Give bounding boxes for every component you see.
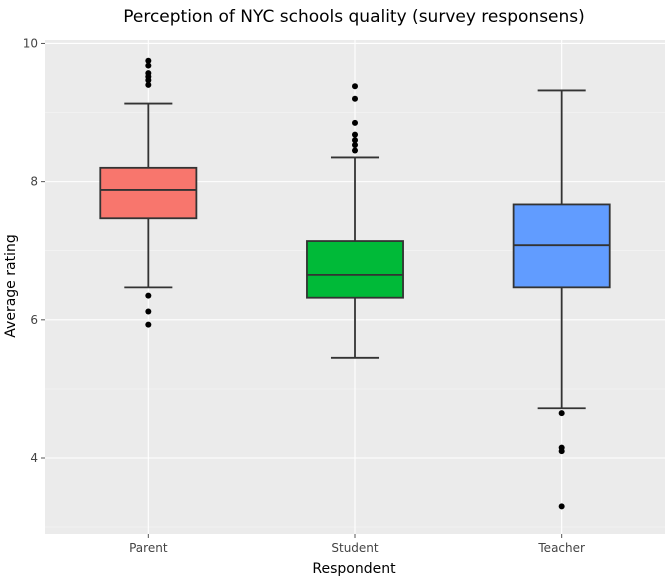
- box-group-parent: [99, 57, 198, 328]
- x-axis-title: Respondent: [312, 561, 396, 576]
- outlier-point-student: [352, 83, 358, 90]
- box-group-teacher: [512, 89, 611, 510]
- outlier-point-parent: [145, 81, 152, 88]
- outlier-point-student: [352, 137, 358, 144]
- iqr-box-parent: [99, 166, 198, 220]
- box-group-student: [306, 83, 404, 359]
- outlier-point-parent: [145, 62, 152, 69]
- chart-title: Perception of NYC schools quality (surve…: [123, 7, 585, 27]
- outlier-point-student: [352, 147, 358, 154]
- x-tick-label-parent: Parent: [129, 541, 168, 555]
- outlier-point-teacher: [558, 410, 565, 417]
- y-tick-label: 8: [30, 175, 38, 189]
- y-tick-label: 10: [23, 36, 38, 50]
- tick-layer: 4 6 8 10 Parent Student Teacher: [23, 36, 585, 555]
- outlier-point-student: [352, 95, 358, 102]
- outlier-point-parent: [145, 308, 152, 315]
- outlier-point-student: [352, 119, 358, 126]
- outlier-point-parent: [145, 77, 152, 84]
- box-layer: [99, 57, 611, 510]
- iqr-box-student: [306, 240, 404, 299]
- outlier-point-student: [352, 142, 358, 149]
- y-tick-label: 4: [30, 451, 38, 465]
- outlier-point-parent: [145, 57, 152, 64]
- y-tick-label: 6: [30, 313, 38, 327]
- y-axis-title: Average rating: [3, 234, 19, 337]
- outlier-point-parent: [145, 292, 152, 299]
- outlier-point-teacher: [558, 448, 565, 455]
- outlier-point-student: [352, 131, 358, 138]
- outlier-point-teacher: [558, 503, 565, 510]
- x-tick-label-student: Student: [331, 541, 379, 555]
- outlier-point-parent: [145, 321, 152, 328]
- x-tick-label-teacher: Teacher: [537, 541, 585, 555]
